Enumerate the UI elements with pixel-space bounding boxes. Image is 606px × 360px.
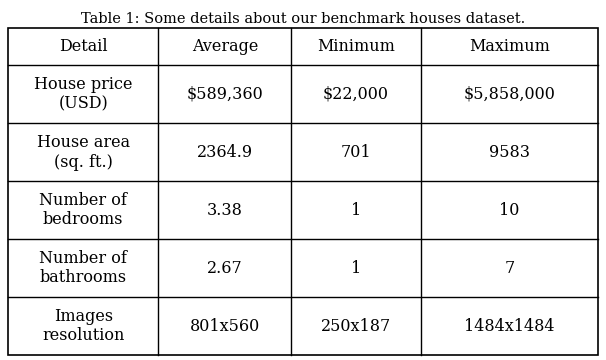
Text: 1484x1484: 1484x1484 bbox=[464, 318, 554, 334]
Text: Minimum: Minimum bbox=[317, 38, 395, 55]
Text: $22,000: $22,000 bbox=[323, 86, 389, 103]
Text: 801x560: 801x560 bbox=[190, 318, 260, 334]
Text: 701: 701 bbox=[341, 144, 371, 161]
Text: $589,360: $589,360 bbox=[187, 86, 263, 103]
Text: Number of
bedrooms: Number of bedrooms bbox=[39, 192, 127, 229]
Text: Images
resolution: Images resolution bbox=[42, 308, 124, 344]
Text: Detail: Detail bbox=[59, 38, 107, 55]
Text: $5,858,000: $5,858,000 bbox=[464, 86, 556, 103]
Text: Number of
bathrooms: Number of bathrooms bbox=[39, 250, 127, 287]
Text: 1: 1 bbox=[351, 260, 361, 276]
Text: 250x187: 250x187 bbox=[321, 318, 391, 334]
Text: 2364.9: 2364.9 bbox=[197, 144, 253, 161]
Text: Average: Average bbox=[191, 38, 258, 55]
Text: Maximum: Maximum bbox=[469, 38, 550, 55]
Text: 9583: 9583 bbox=[489, 144, 530, 161]
Text: 3.38: 3.38 bbox=[207, 202, 243, 219]
Text: 10: 10 bbox=[499, 202, 520, 219]
Text: 2.67: 2.67 bbox=[207, 260, 242, 276]
Text: House price
(USD): House price (USD) bbox=[34, 76, 133, 113]
Text: House area
(sq. ft.): House area (sq. ft.) bbox=[36, 134, 130, 171]
Text: Table 1: Some details about our benchmark houses dataset.: Table 1: Some details about our benchmar… bbox=[81, 12, 525, 26]
Text: 1: 1 bbox=[351, 202, 361, 219]
Text: 7: 7 bbox=[504, 260, 514, 276]
